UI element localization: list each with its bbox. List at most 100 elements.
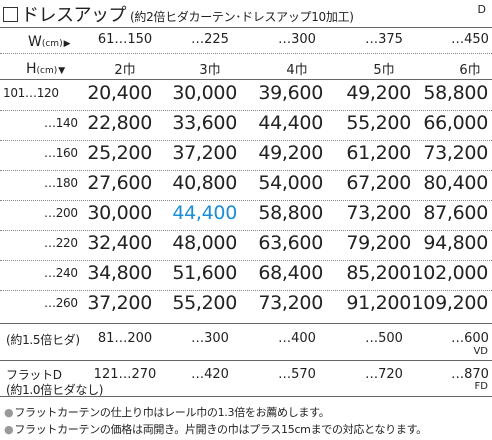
fd-row-label: フラットD <box>6 368 62 382</box>
price-cell: 20,400 <box>87 82 152 104</box>
note-item: ●フラットカーテンの価格は両開き。片開きの巾はプラス15cmまでの対応となります… <box>4 421 427 437</box>
price-cell: 55,200 <box>172 292 237 314</box>
page-title: ドレスアップ <box>21 5 127 26</box>
divider-dotted <box>0 230 492 231</box>
price-cell: 22,800 <box>87 112 152 134</box>
price-cell: 44,400 <box>258 112 323 134</box>
height-range-label: …180 <box>44 176 78 190</box>
fd-code: FD <box>474 381 488 392</box>
panel-count-cell: 4巾 <box>286 63 308 78</box>
price-cell: 54,000 <box>258 172 323 194</box>
height-range-label: …200 <box>44 206 78 220</box>
width-header-unit: (cm) <box>41 39 63 49</box>
price-cell: 73,200 <box>258 292 323 314</box>
vd-code: VD <box>473 346 488 357</box>
divider-dotted <box>0 200 492 201</box>
vd-width-cell: 81…200 <box>97 331 153 346</box>
panel-count-cell: 5巾 <box>373 63 395 78</box>
price-cell: 73,200 <box>346 202 411 224</box>
divider-dotted <box>0 140 492 141</box>
vd-width-cell: …400 <box>278 331 316 346</box>
panel-count-cell: 2巾 <box>114 63 136 78</box>
divider-dotted <box>0 53 492 54</box>
price-cell: 49,200 <box>346 82 411 104</box>
width-range-cell: …375 <box>365 32 403 47</box>
price-cell: 44,400 <box>172 202 237 224</box>
fd-width-cell: …720 <box>365 367 403 382</box>
divider <box>0 396 492 397</box>
width-header: W(cm)▶ <box>28 31 71 50</box>
price-cell: 67,200 <box>346 172 411 194</box>
height-range-label: …140 <box>44 116 78 130</box>
price-cell: 49,200 <box>258 142 323 164</box>
vd-width-cell: …600 <box>451 331 489 346</box>
height-header-unit: (cm) <box>36 66 58 76</box>
fd-width-cell: …420 <box>191 367 229 382</box>
price-cell: 48,000 <box>172 232 237 254</box>
vd-width-cell: …300 <box>191 331 229 346</box>
height-header: H(cm)▼ <box>26 58 65 77</box>
price-cell: 58,800 <box>423 82 488 104</box>
price-cell: 39,600 <box>258 82 323 104</box>
divider <box>0 360 492 361</box>
panel-count-cell: 3巾 <box>199 63 221 78</box>
note-text: フラットカーテンの仕上り巾はレール巾の1.3倍をお薦めします。 <box>14 406 330 419</box>
price-cell: 109,200 <box>411 292 489 314</box>
price-cell: 63,600 <box>258 232 323 254</box>
height-header-label: H <box>26 61 37 77</box>
price-cell: 80,400 <box>423 172 488 194</box>
price-cell: 51,600 <box>172 262 237 284</box>
price-cell: 91,200 <box>346 292 411 314</box>
divider-dotted <box>0 110 492 111</box>
checkbox-square-icon <box>3 7 18 22</box>
price-cell: 79,200 <box>346 232 411 254</box>
height-range-label: …220 <box>44 236 78 250</box>
height-range-label: …160 <box>44 146 78 160</box>
divider-dotted <box>0 290 492 291</box>
price-cell: 32,400 <box>87 232 152 254</box>
fd-width-cell: …570 <box>278 367 316 382</box>
height-range-label: …240 <box>44 266 78 280</box>
fd-row-sublabel: (約1.0倍ヒダなし) <box>6 383 104 397</box>
price-cell: 37,200 <box>87 292 152 314</box>
price-cell: 55,200 <box>346 112 411 134</box>
price-cell: 40,800 <box>172 172 237 194</box>
price-cell: 33,600 <box>172 112 237 134</box>
price-cell: 58,800 <box>258 202 323 224</box>
price-cell: 66,000 <box>423 112 488 134</box>
price-cell: 85,200 <box>346 262 411 284</box>
price-cell: 102,000 <box>411 262 489 284</box>
width-range-cell: 61…150 <box>97 32 153 47</box>
price-cell: 94,800 <box>423 232 488 254</box>
height-range-label: …260 <box>44 296 78 310</box>
divider <box>0 27 492 28</box>
right-arrow-icon: ▶ <box>63 39 71 49</box>
vd-width-cell: …500 <box>365 331 403 346</box>
price-cell: 30,000 <box>172 82 237 104</box>
table-code: D <box>477 3 486 16</box>
width-range-cell: …300 <box>278 32 316 47</box>
page-subtitle: (約2倍ヒダカーテン･ドレスアップ10加工) <box>130 10 354 24</box>
height-range-label: 101…120 <box>3 86 59 100</box>
note-item: ●フラットカーテンの仕上り巾はレール巾の1.3倍をお薦めします。 <box>4 404 330 420</box>
price-cell: 27,600 <box>87 172 152 194</box>
fd-width-cell: …870 <box>451 367 489 382</box>
price-cell: 34,800 <box>87 262 152 284</box>
price-cell: 73,200 <box>423 142 488 164</box>
price-cell: 87,600 <box>423 202 488 224</box>
price-cell: 37,200 <box>172 142 237 164</box>
bullet-icon: ● <box>4 423 14 436</box>
down-arrow-icon: ▼ <box>58 66 66 76</box>
price-cell: 61,200 <box>346 142 411 164</box>
divider-dotted <box>0 170 492 171</box>
width-range-cell: …225 <box>191 32 229 47</box>
price-cell: 30,000 <box>87 202 152 224</box>
vd-row-label: (約1.5倍ヒダ) <box>6 333 80 347</box>
divider <box>0 323 492 324</box>
divider-dotted <box>0 260 492 261</box>
price-cell: 25,200 <box>87 142 152 164</box>
divider <box>0 79 492 80</box>
title-bar: ドレスアップ (約2倍ヒダカーテン･ドレスアップ10加工) <box>3 1 354 26</box>
panel-count-cell: 6巾 <box>459 63 481 78</box>
note-text: フラットカーテンの価格は両開き。片開きの巾はプラス15cmまでの対応となります。 <box>14 423 427 436</box>
